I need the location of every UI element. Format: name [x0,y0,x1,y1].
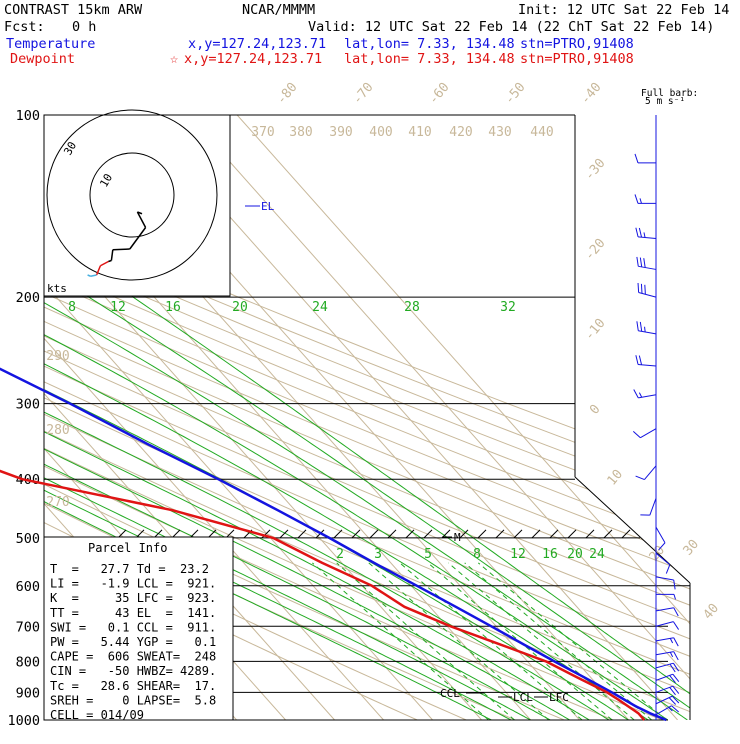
moist-adiabat-label: 12 [110,300,126,315]
pressure-label-300: 300 [16,397,40,413]
hodograph-units: kts [47,282,67,295]
dewpoint-latlon: lat,lon= 7.33, 134.48 [344,51,515,67]
parcel-info-row: Tc = 28.6 SHEAR= 17. [50,679,216,693]
el-label: EL [261,200,275,213]
temperature-latlon: lat,lon= 7.33, 134.48 [344,36,515,52]
mixing-ratio-label: 8 [473,547,481,562]
theta-label-left: 280 [46,423,69,438]
parcel-info-row: K = 35 LFC = 923. [50,591,216,605]
mixing-ratio-label: 12 [510,547,526,562]
fcst-value: 0 h [72,19,96,35]
mixing-ratio-label: 24 [589,547,605,562]
moist-adiabat-label: 20 [232,300,248,315]
dewpoint-legend: Dewpoint [10,51,75,67]
parcel-info-row: SREH = 0 LAPSE= 5.8 [50,693,216,707]
pressure-label-700: 700 [16,619,40,635]
theta-label: 410 [408,125,431,140]
parcel-info-title: Parcel Info [88,541,167,555]
theta-label: 390 [329,125,352,140]
fcst-label: Fcst: [4,19,45,35]
hodograph-segment [108,261,111,262]
temperature-legend: Temperature [6,36,95,52]
temperature-xy: x,y=127.24,123.71 [188,36,326,52]
parcel-info-row: T = 27.7 Td = 23.2 [50,562,209,576]
theta-label-left: 290 [46,349,69,364]
parcel-info-row: PW = 5.44 YGP = 0.1 [50,635,216,649]
pressure-label-600: 600 [16,579,40,595]
theta-label: 380 [289,125,312,140]
m-label: M [454,531,461,544]
temperature-station: stn=PTRO,91408 [520,36,634,52]
parcel-info-row: SWI = 0.1 CCL = 911. [50,620,216,634]
mixing-ratio-label: 20 [567,547,583,562]
theta-label: 430 [488,125,511,140]
pressure-label-1000: 1000 [7,713,40,729]
moist-adiabat-label: 28 [404,300,420,315]
mixing-ratio-label: 2 [336,547,344,562]
moist-adiabat-label: 8 [68,300,76,315]
mixing-ratio-label: 5 [424,547,432,562]
theta-label-left: 270 [46,495,69,510]
mixing-ratio-label: 16 [542,547,558,562]
theta-label: 440 [530,125,553,140]
parcel-info-row: CAPE = 606 SWEAT= 248 [50,650,216,664]
dewpoint-star-icon: ☆ [170,51,178,67]
dewpoint-xy: x,y=127.24,123.71 [184,51,322,67]
parcel-info-row: LI = -1.9 LCL = 921. [50,577,216,591]
moist-adiabat-label: 32 [500,300,516,315]
parcel-info-row: CELL = 014/09 [50,708,144,722]
parcel-info-row: CIN = -50 HWBZ= 4289. [50,664,216,678]
theta-label: 400 [369,125,392,140]
valid-time: Valid: 12 UTC Sat 22 Feb 14 (22 ChT Sat … [308,19,714,35]
org-label: NCAR/MMMM [242,2,315,18]
moist-adiabat-label: 24 [312,300,328,315]
ccl-label: CCL [440,687,460,700]
hodograph-segment [113,249,130,250]
pressure-label-200: 200 [16,290,40,306]
pressure-label-900: 900 [16,685,40,701]
model-title: CONTRAST 15km ARW [4,2,143,18]
parcel-info-panel: Parcel Info T = 27.7 Td = 23.2LI = -1.9 … [44,537,233,722]
hodograph: 10 30 kts [44,110,230,296]
dewpoint-station: stn=PTRO,91408 [520,51,634,67]
pressure-label-800: 800 [16,654,40,670]
pressure-label-500: 500 [16,531,40,547]
theta-label: 420 [449,125,472,140]
theta-label: 370 [251,125,274,140]
init-time: Init: 12 UTC Sat 22 Feb 14 [518,2,729,18]
pressure-label-100: 100 [16,108,40,124]
parcel-info-row: TT = 43 EL = 141. [50,606,216,620]
lcl-label: LCL [513,691,533,704]
moist-adiabat-label: 16 [165,300,181,315]
lfc-label: LFC [549,691,569,704]
barb-header-line2: 5 m s⁻¹ [645,96,685,107]
mixing-ratio-label: 3 [374,547,382,562]
